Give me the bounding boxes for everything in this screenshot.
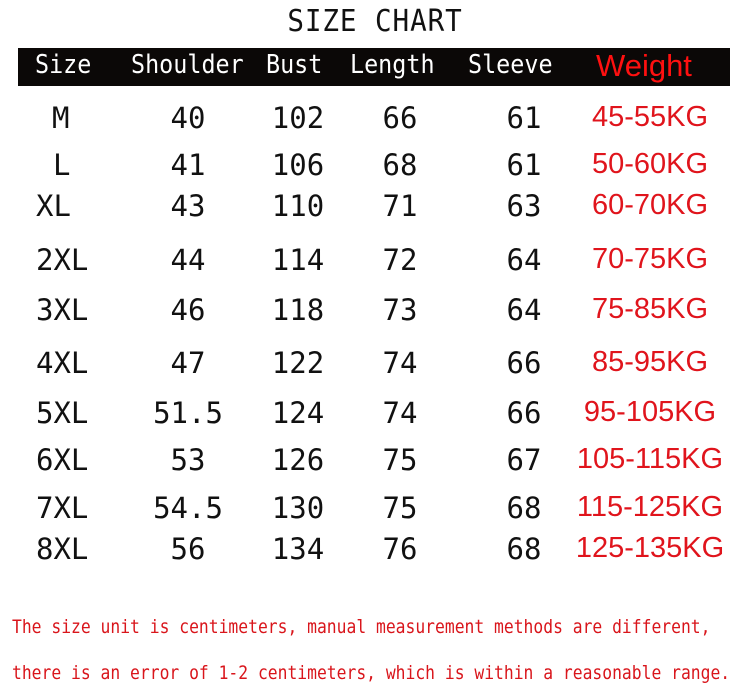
- table-row: M 40 102 66 61 45-55KG: [0, 101, 750, 137]
- cell-shoulder: 43: [170, 189, 206, 223]
- cell-length: 76: [382, 532, 418, 566]
- header-shoulder: Shoulder: [131, 50, 244, 80]
- cell-sleeve: 66: [506, 346, 542, 380]
- cell-bust: 118: [271, 293, 325, 327]
- cell-length: 74: [382, 396, 418, 430]
- header-weight: Weight: [596, 48, 692, 83]
- cell-length: 75: [382, 491, 418, 525]
- cell-bust: 110: [271, 189, 325, 223]
- header-length: Length: [350, 50, 435, 80]
- header-sleeve: Sleeve: [468, 50, 553, 80]
- cell-shoulder: 47: [170, 346, 206, 380]
- table-row: 2XL 44 114 72 64 70-75KG: [0, 243, 750, 279]
- table-row: 3XL 46 118 73 64 75-85KG: [0, 293, 750, 329]
- table-row: 4XL 47 122 74 66 85-95KG: [0, 346, 750, 382]
- cell-shoulder: 41: [170, 148, 206, 182]
- cell-size: L: [53, 148, 71, 182]
- cell-shoulder: 46: [170, 293, 206, 327]
- cell-shoulder: 40: [170, 101, 206, 135]
- cell-size: 4XL: [36, 346, 89, 380]
- table-row: L 41 106 68 61 50-60KG: [0, 148, 750, 184]
- cell-size: M: [52, 101, 70, 135]
- cell-bust: 134: [271, 532, 325, 566]
- cell-weight: 85-95KG: [591, 346, 709, 378]
- note-line-2: there is an error of 1-2 centimeters, wh…: [12, 662, 731, 684]
- cell-bust: 122: [271, 346, 325, 380]
- cell-shoulder: 54.5: [153, 491, 223, 525]
- cell-bust: 124: [271, 396, 325, 430]
- cell-weight: 95-105KG: [583, 396, 717, 428]
- table-row: 7XL 54.5 130 75 68 115-125KG: [0, 491, 750, 527]
- cell-size: XL: [36, 189, 71, 223]
- cell-length: 74: [382, 346, 418, 380]
- cell-length: 71: [382, 189, 418, 223]
- cell-size: 3XL: [36, 293, 89, 327]
- table-row: XL 43 110 71 63 60-70KG: [0, 189, 750, 225]
- cell-size: 7XL: [36, 491, 89, 525]
- cell-bust: 126: [271, 443, 325, 477]
- cell-weight: 45-55KG: [591, 101, 709, 133]
- table-row: 6XL 53 126 75 67 105-115KG: [0, 443, 750, 479]
- cell-shoulder: 51.5: [153, 396, 223, 430]
- cell-sleeve: 64: [506, 243, 542, 277]
- cell-bust: 102: [271, 101, 325, 135]
- cell-sleeve: 66: [506, 396, 542, 430]
- cell-bust: 114: [271, 243, 325, 277]
- cell-sleeve: 63: [506, 189, 542, 223]
- cell-size: 2XL: [36, 243, 89, 277]
- cell-sleeve: 68: [506, 532, 542, 566]
- cell-length: 72: [382, 243, 418, 277]
- cell-shoulder: 44: [170, 243, 206, 277]
- cell-sleeve: 64: [506, 293, 542, 327]
- cell-length: 75: [382, 443, 418, 477]
- cell-size: 5XL: [36, 396, 89, 430]
- cell-length: 66: [382, 101, 418, 135]
- cell-shoulder: 56: [170, 532, 206, 566]
- header-bust: Bust: [266, 50, 323, 80]
- table-row: 8XL 56 134 76 68 125-135KG: [0, 532, 750, 568]
- cell-weight: 115-125KG: [576, 491, 724, 523]
- table-row: 5XL 51.5 124 74 66 95-105KG: [0, 396, 750, 432]
- page-title: SIZE CHART: [287, 4, 463, 39]
- cell-weight: 75-85KG: [591, 293, 709, 325]
- table-header: Size Shoulder Bust Length Sleeve Weight: [18, 48, 730, 86]
- cell-sleeve: 61: [506, 148, 542, 182]
- cell-bust: 130: [271, 491, 325, 525]
- cell-sleeve: 67: [506, 443, 542, 477]
- cell-bust: 106: [271, 148, 325, 182]
- cell-weight: 50-60KG: [591, 148, 709, 180]
- cell-length: 73: [382, 293, 418, 327]
- cell-size: 8XL: [36, 532, 89, 566]
- cell-weight: 105-115KG: [576, 443, 724, 475]
- cell-size: 6XL: [36, 443, 89, 477]
- header-size: Size: [35, 50, 92, 80]
- cell-length: 68: [382, 148, 418, 182]
- cell-weight: 60-70KG: [591, 189, 709, 221]
- cell-sleeve: 68: [506, 491, 542, 525]
- cell-weight: 70-75KG: [591, 243, 709, 275]
- cell-shoulder: 53: [170, 443, 206, 477]
- cell-sleeve: 61: [506, 101, 542, 135]
- cell-weight: 125-135KG: [575, 532, 725, 564]
- note-line-1: The size unit is centimeters, manual mea…: [12, 616, 711, 638]
